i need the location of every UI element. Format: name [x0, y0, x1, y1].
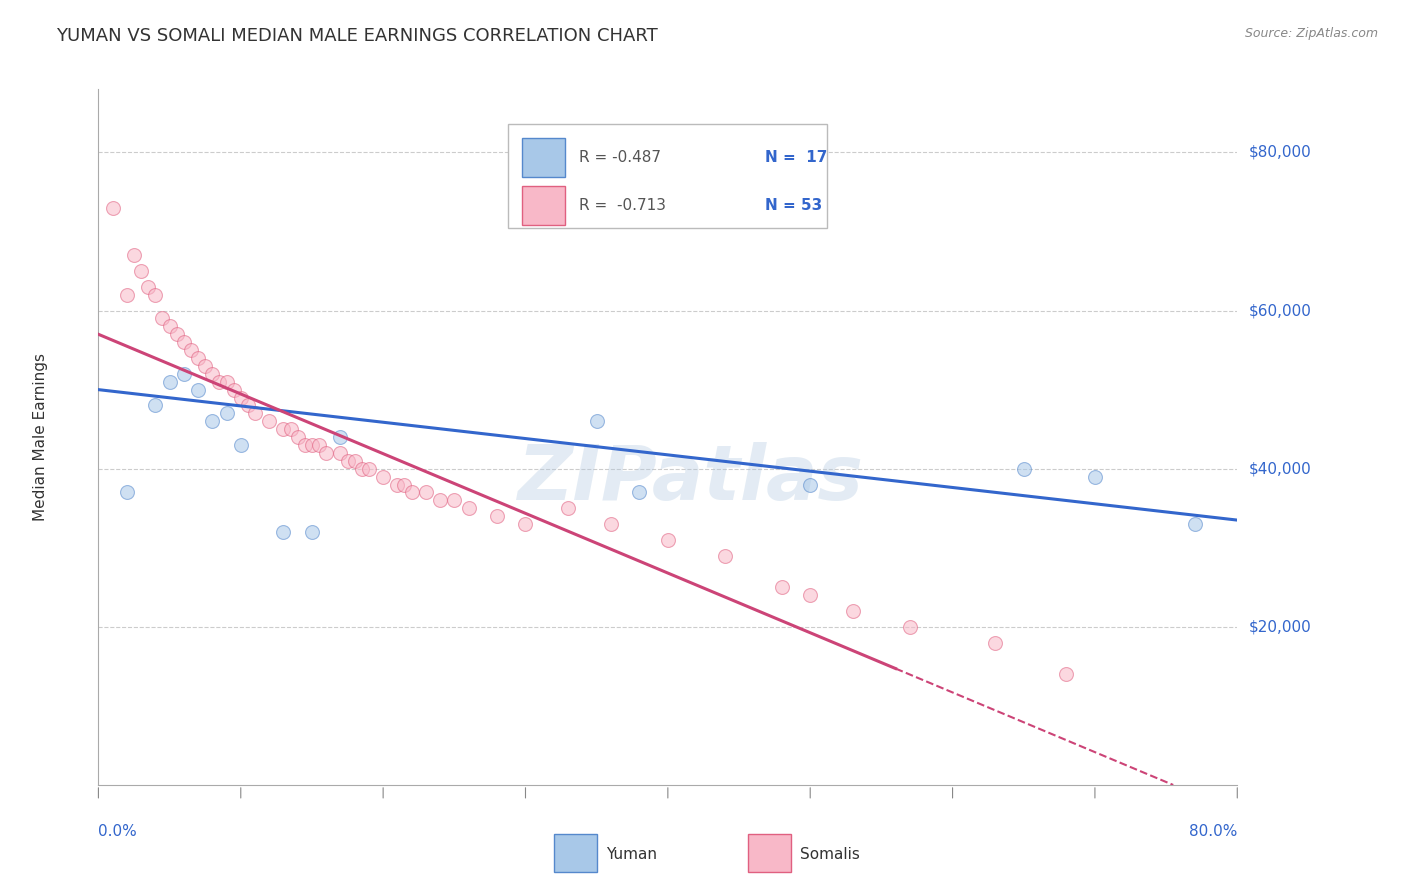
Point: [984, 635, 1007, 649]
Text: YUMAN VS SOMALI MEDIAN MALE EARNINGS CORRELATION CHART: YUMAN VS SOMALI MEDIAN MALE EARNINGS COR…: [56, 27, 658, 45]
Point: [166, 327, 188, 342]
Text: 80.0%: 80.0%: [1189, 824, 1237, 838]
Point: [173, 335, 195, 350]
Point: [486, 509, 509, 524]
Point: [201, 414, 224, 428]
Point: [294, 438, 316, 452]
Point: [557, 501, 579, 516]
Point: [173, 367, 195, 381]
Point: [145, 287, 167, 301]
Point: [336, 454, 359, 468]
Text: R = -0.487: R = -0.487: [579, 150, 661, 165]
Point: [373, 469, 395, 483]
Point: [187, 351, 209, 365]
Point: [585, 414, 607, 428]
Bar: [554, 834, 598, 872]
Point: [329, 446, 352, 460]
Text: 0.0%: 0.0%: [98, 824, 138, 838]
Point: [394, 477, 416, 491]
Point: [714, 549, 737, 563]
Point: [152, 311, 174, 326]
Point: [301, 438, 323, 452]
Text: $60,000: $60,000: [1249, 303, 1312, 318]
Point: [215, 375, 238, 389]
Point: [194, 359, 217, 373]
Point: [159, 319, 181, 334]
Bar: [522, 186, 565, 225]
Point: [628, 485, 651, 500]
Text: $20,000: $20,000: [1249, 619, 1312, 634]
Text: Somalis: Somalis: [800, 847, 860, 862]
Point: [122, 248, 145, 262]
Point: [401, 485, 423, 500]
Bar: [748, 834, 790, 872]
Point: [350, 461, 373, 475]
Text: N = 53: N = 53: [765, 198, 823, 213]
Point: [515, 516, 537, 531]
Point: [387, 477, 409, 491]
Point: [236, 399, 259, 413]
Point: [273, 524, 295, 539]
Point: [1084, 469, 1107, 483]
Text: Median Male Earnings: Median Male Earnings: [32, 353, 48, 521]
Point: [357, 461, 380, 475]
Point: [415, 485, 437, 500]
Point: [208, 375, 231, 389]
Point: [259, 414, 281, 428]
Point: [287, 430, 309, 444]
Point: [898, 620, 921, 634]
Point: [315, 446, 337, 460]
Point: [115, 287, 138, 301]
Point: [1056, 667, 1078, 681]
Point: [657, 533, 679, 547]
Point: [842, 604, 865, 618]
Text: $80,000: $80,000: [1249, 145, 1312, 160]
Point: [301, 524, 323, 539]
Point: [443, 493, 465, 508]
Point: [180, 343, 202, 358]
Point: [136, 280, 159, 294]
Point: [101, 201, 124, 215]
Point: [770, 580, 793, 594]
Point: [329, 430, 352, 444]
Point: [145, 399, 167, 413]
Point: [280, 422, 302, 436]
Point: [457, 501, 479, 516]
FancyBboxPatch shape: [509, 124, 827, 228]
Point: [429, 493, 451, 508]
Text: N =  17: N = 17: [765, 150, 827, 165]
Point: [273, 422, 295, 436]
Point: [187, 383, 209, 397]
Point: [799, 477, 821, 491]
Point: [229, 391, 252, 405]
Point: [343, 454, 366, 468]
Bar: [522, 138, 565, 177]
Text: R =  -0.713: R = -0.713: [579, 198, 666, 213]
Point: [799, 588, 821, 602]
Text: Source: ZipAtlas.com: Source: ZipAtlas.com: [1244, 27, 1378, 40]
Point: [1184, 516, 1206, 531]
Point: [600, 516, 623, 531]
Point: [1012, 461, 1035, 475]
Point: [215, 406, 238, 420]
Point: [159, 375, 181, 389]
Point: [243, 406, 266, 420]
Point: [129, 264, 152, 278]
Text: ZIPatlas: ZIPatlas: [517, 442, 863, 516]
Point: [115, 485, 138, 500]
Text: Yuman: Yuman: [606, 847, 658, 862]
Point: [229, 438, 252, 452]
Point: [222, 383, 245, 397]
Point: [308, 438, 330, 452]
Point: [201, 367, 224, 381]
Text: $40,000: $40,000: [1249, 461, 1312, 476]
